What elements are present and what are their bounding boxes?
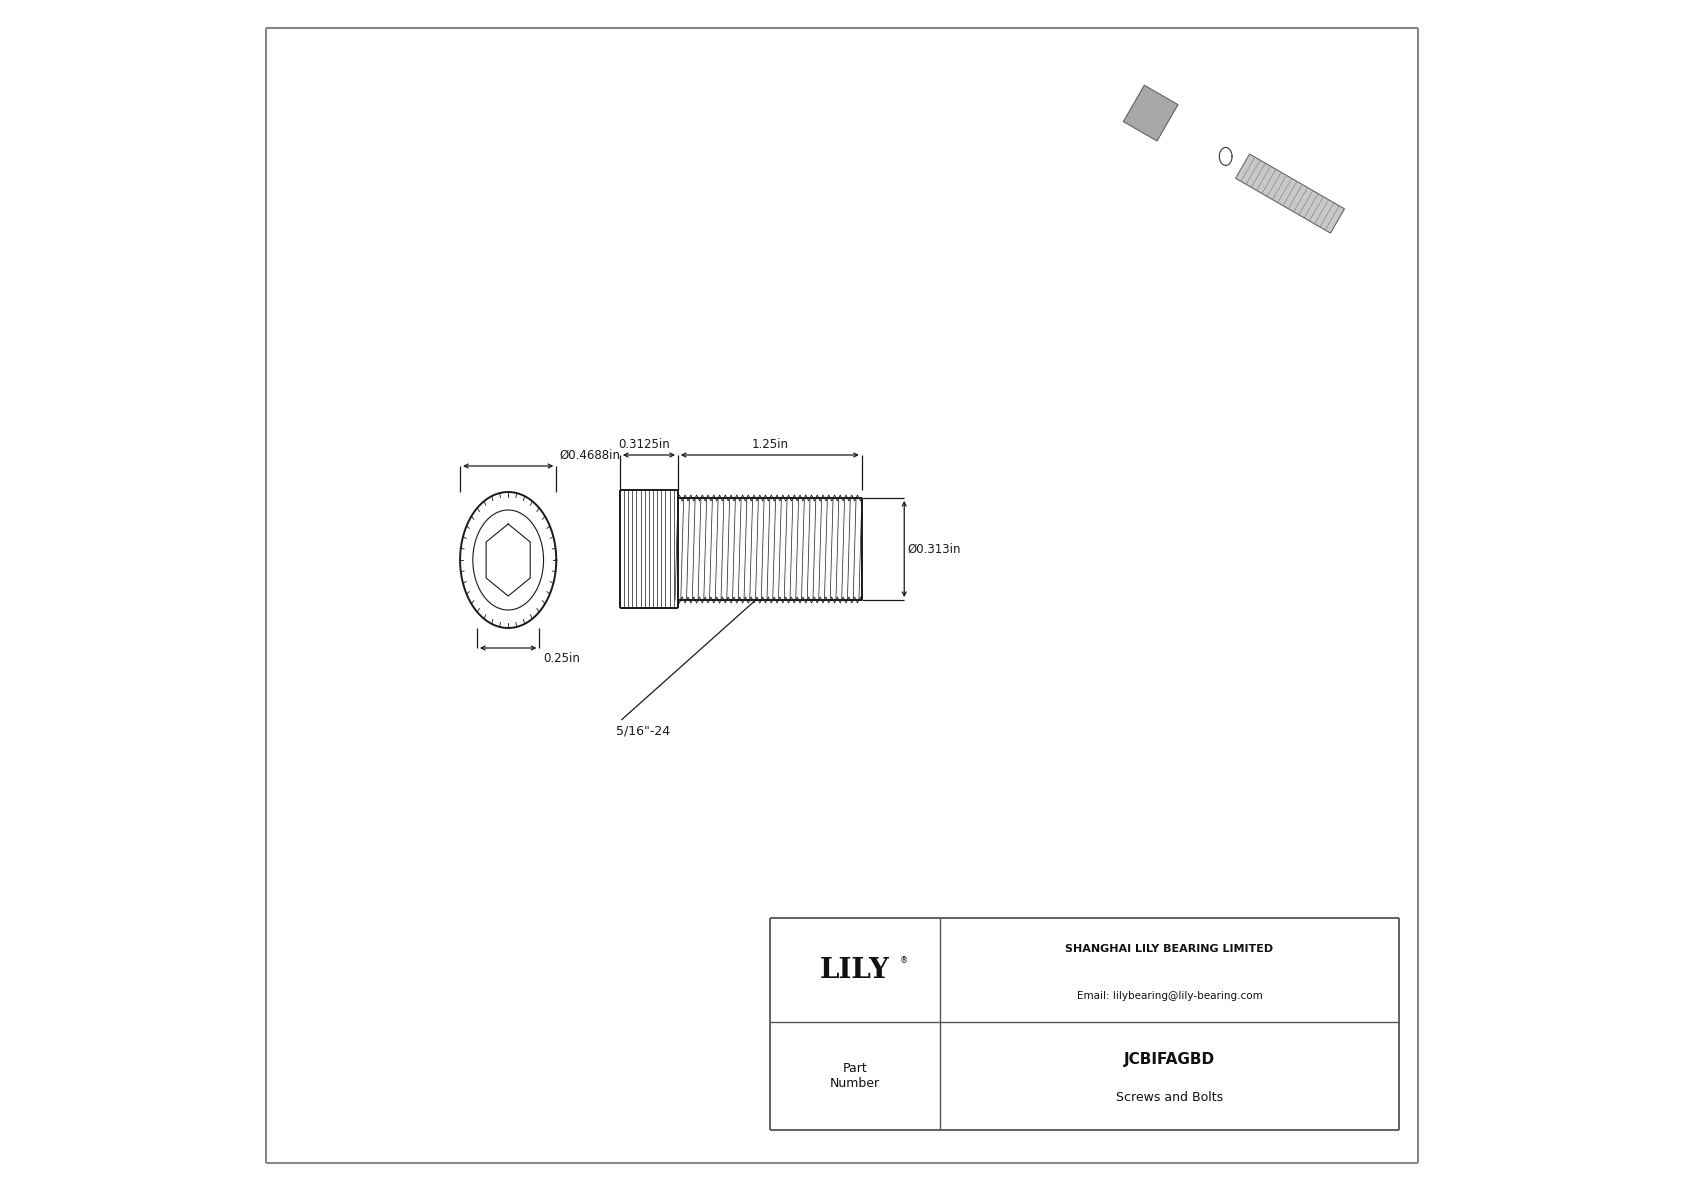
Text: SHANGHAI LILY BEARING LIMITED: SHANGHAI LILY BEARING LIMITED <box>1066 944 1273 954</box>
Text: Part
Number: Part Number <box>830 1062 879 1090</box>
Text: Email: lilybearing@lily-bearing.com: Email: lilybearing@lily-bearing.com <box>1076 991 1263 1000</box>
Text: Screws and Bolts: Screws and Bolts <box>1116 1091 1223 1104</box>
Text: Ø0.4688in: Ø0.4688in <box>559 449 621 462</box>
Polygon shape <box>1236 154 1344 233</box>
Text: Ø0.313in: Ø0.313in <box>908 542 960 555</box>
Text: 0.3125in: 0.3125in <box>618 438 670 451</box>
Text: 1.25in: 1.25in <box>751 438 788 451</box>
Text: ®: ® <box>899 955 908 965</box>
Text: 0.25in: 0.25in <box>542 651 579 665</box>
Polygon shape <box>1123 86 1179 141</box>
Text: LILY: LILY <box>820 956 889 984</box>
Text: 5/16"-24: 5/16"-24 <box>616 725 670 738</box>
Text: JCBIFAGBD: JCBIFAGBD <box>1123 1053 1216 1067</box>
